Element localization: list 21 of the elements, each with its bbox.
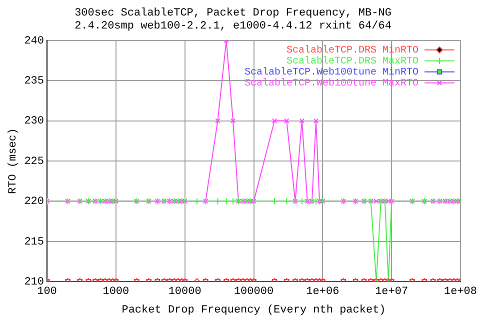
legend-label: ScalableTCP.DRS MinRTO xyxy=(286,44,418,57)
legend-label: ScalableTCP.Web100tune MaxRTO xyxy=(244,78,418,90)
chart-subtitle: 2.4.20smp web100-2.2.1, e1000-4.4.12 rxint 64/64 xyxy=(74,20,392,33)
legend-label: ScalableTCP.DRS MaxRTO xyxy=(286,56,418,68)
y-tick-label: 225 xyxy=(24,156,44,168)
y-axis-title: RTO (msec) xyxy=(8,128,20,194)
x-tick-label: 1e+07 xyxy=(375,286,408,298)
x-tick-label: 100000 xyxy=(234,286,274,298)
y-tick-label: 220 xyxy=(24,196,44,208)
x-tick-label: 10000 xyxy=(168,286,202,298)
y-tick-label: 240 xyxy=(24,35,44,48)
x-axis-title: Packet Drop Frequency (Every nth packet) xyxy=(122,304,386,316)
x-tick-label: 100 xyxy=(37,286,57,298)
chart-title: 300sec ScalableTCP, Packet Drop Frequency, MB-NG xyxy=(74,8,392,20)
x-tick-label: 1e+08 xyxy=(444,286,478,298)
x-tick-label: 1e+06 xyxy=(306,286,340,298)
x-tick-label: 1000 xyxy=(102,286,130,298)
y-tick-label: 215 xyxy=(24,236,44,248)
legend-label: ScalableTCP.Web100tune MinRTO xyxy=(244,66,418,79)
y-tick-label: 235 xyxy=(24,76,44,88)
y-tick-label: 230 xyxy=(24,116,44,128)
